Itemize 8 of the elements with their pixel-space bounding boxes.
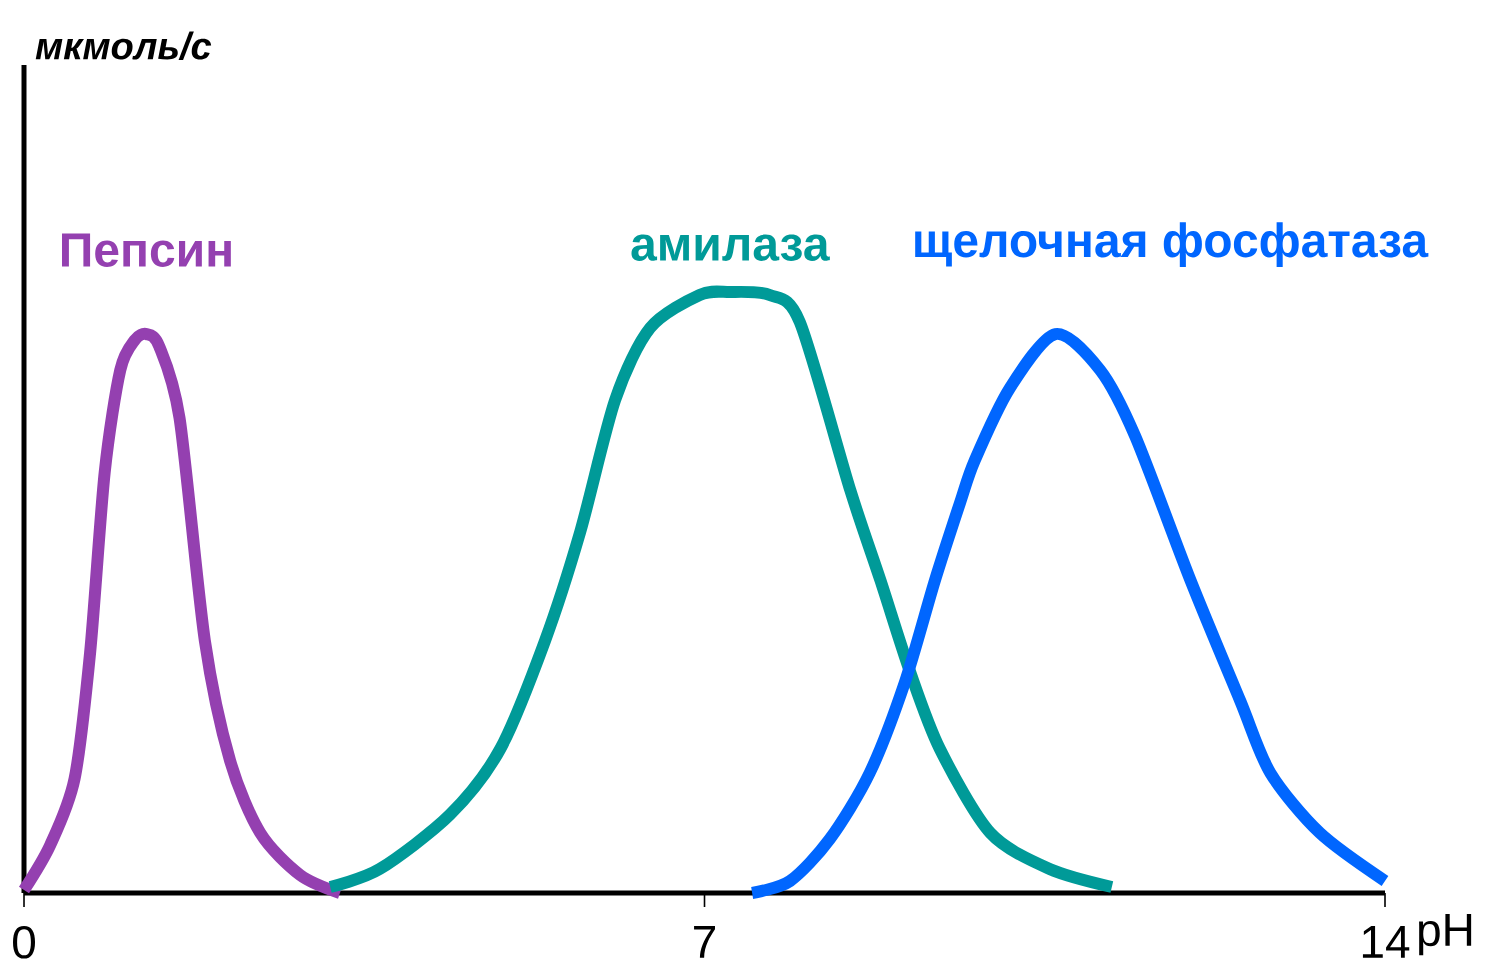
x-tick-label: 0 bbox=[13, 926, 36, 959]
x-tick-label: 14 bbox=[1362, 926, 1410, 958]
series-label: Пепсин bbox=[62, 233, 231, 267]
series-label: амилаза bbox=[631, 234, 830, 261]
text: мкмоль/с bbox=[35, 31, 212, 60]
text: щелочная фосфатаза bbox=[915, 222, 1429, 267]
x-axis-title: pH bbox=[1419, 914, 1472, 956]
x-tick-label: 7 bbox=[694, 926, 715, 958]
